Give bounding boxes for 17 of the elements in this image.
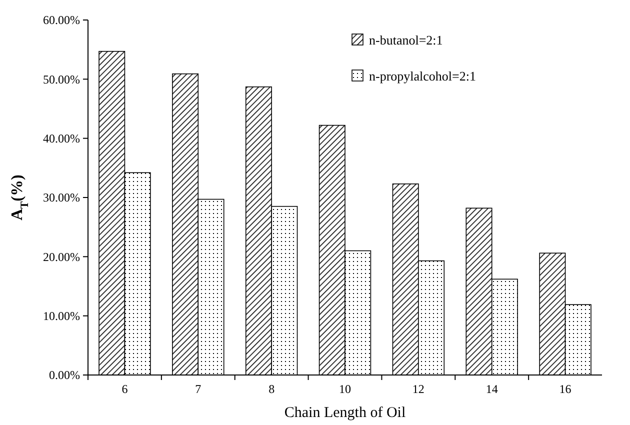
y-tick-label: 20.00%	[43, 250, 80, 264]
x-tick-label: 10	[339, 382, 351, 396]
x-tick-label: 16	[559, 382, 572, 396]
x-tick-label: 6	[122, 382, 128, 396]
y-tick-label: 50.00%	[43, 72, 80, 86]
y-tick-label: 30.00%	[43, 190, 80, 205]
x-tick-label: 7	[195, 382, 202, 396]
y-tick-label: 60.00%	[43, 13, 80, 28]
x-tick-label: 12	[412, 382, 424, 396]
y-tick-label: 0.00%	[49, 368, 80, 382]
y-tick-label: 40.00%	[43, 132, 80, 146]
x-tick-label: 14	[486, 382, 498, 396]
y-tick-label: 10.00%	[43, 309, 80, 324]
x-tick-label: 8	[268, 382, 275, 396]
legend-label: n-butanol=2:1	[369, 32, 443, 48]
legend-label: n-propylalcohol=2:1	[369, 68, 476, 84]
x-axis-title: Chain Length of Oil	[284, 405, 406, 421]
